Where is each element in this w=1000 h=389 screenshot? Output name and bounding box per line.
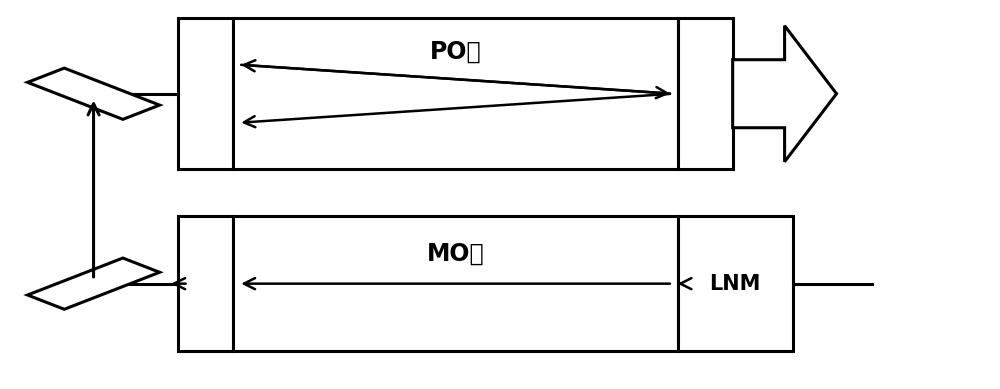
- Text: PO腔: PO腔: [430, 39, 481, 63]
- Bar: [678, 216, 793, 352]
- Bar: [233, 18, 678, 169]
- Text: MO腔: MO腔: [427, 242, 484, 266]
- Bar: [678, 18, 733, 169]
- Bar: [178, 216, 233, 352]
- Polygon shape: [733, 26, 837, 162]
- Bar: [233, 216, 678, 352]
- Bar: [178, 18, 233, 169]
- Text: LNM: LNM: [709, 273, 761, 294]
- Polygon shape: [28, 258, 160, 309]
- Polygon shape: [28, 68, 160, 119]
